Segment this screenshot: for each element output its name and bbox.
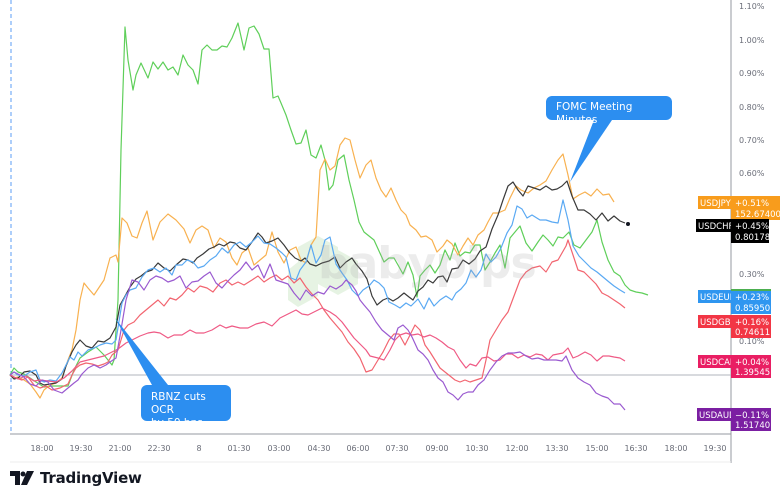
- x-tick: 19:30: [703, 444, 726, 453]
- price-badges: USDJPY +0.51% 152.67400 USDCHF +0.45% 0.…: [696, 196, 780, 431]
- tradingview-logo-icon: [10, 471, 34, 485]
- x-tick: 07:30: [385, 444, 408, 453]
- badge-usdaud-price: 1.51740: [735, 421, 770, 431]
- x-axis-labels: 18:00 19:30 21:00 22:30 8 01:30 03:00 04…: [30, 444, 726, 453]
- series-usdcad-line: [9, 307, 626, 383]
- y-tick: 0.60%: [739, 169, 765, 178]
- badge-usdaud-change: −0.11%: [735, 411, 769, 421]
- x-tick: 8: [196, 444, 201, 453]
- x-tick: 09:00: [425, 444, 448, 453]
- y-axis-labels: 1.10% 1.00% 0.90% 0.80% 0.70% 0.60% 0.30…: [739, 2, 765, 346]
- y-tick: 0.70%: [739, 136, 765, 145]
- tradingview-logo[interactable]: TradingView: [10, 469, 142, 487]
- badge-usdeur-change: +0.23%: [735, 293, 769, 303]
- x-tick: 13:30: [545, 444, 568, 453]
- badge-usdgbp-price: 0.74611: [735, 328, 770, 338]
- tradingview-logo-text: TradingView: [40, 469, 142, 487]
- series-usdchf-line: [9, 180, 626, 386]
- x-tick: 19:30: [69, 444, 92, 453]
- badge-usdgbp-symbol: USDGBP: [700, 318, 736, 328]
- x-tick: 01:30: [227, 444, 250, 453]
- badge-usdjpy-symbol: USDJPY: [700, 199, 732, 209]
- fomc-callout-pointer: [570, 120, 612, 182]
- x-tick: 18:00: [30, 444, 53, 453]
- badge-usdchf-symbol: USDCHF: [698, 222, 733, 232]
- y-tick: 1.00%: [739, 36, 765, 45]
- x-tick: 15:00: [585, 444, 608, 453]
- x-tick: 06:00: [346, 444, 369, 453]
- y-tick: 0.10%: [739, 337, 765, 346]
- badge-usdjpy-price: 152.67400: [735, 210, 780, 220]
- rbnz-annotation-line1: RBNZ cuts OCR: [151, 391, 206, 416]
- rbnz-annotation: RBNZ cuts OCR by 50 bps: [141, 385, 231, 429]
- series-usdnzd-line: [9, 22, 649, 388]
- x-tick: 16:30: [624, 444, 647, 453]
- rbnz-annotation-line2: by 50 bps: [151, 417, 203, 429]
- x-tick: 10:30: [465, 444, 488, 453]
- badge-usdcad-price: 1.39545: [735, 368, 770, 378]
- series-usdgbp-line: [9, 239, 626, 391]
- fomc-annotation: FOMC Meeting Minutes: [546, 96, 672, 126]
- badge-usdjpy-change: +0.51%: [735, 199, 769, 209]
- x-tick: 22:30: [147, 444, 170, 453]
- babypips-watermark: babypips: [318, 238, 537, 289]
- x-tick: 04:30: [307, 444, 330, 453]
- badge-usdcad-change: +0.04%: [735, 358, 769, 368]
- fomc-annotation-text: FOMC Meeting Minutes: [556, 101, 633, 126]
- x-tick: 21:00: [108, 444, 131, 453]
- y-tick: 1.10%: [739, 2, 765, 11]
- badge-usdeur-symbol: USDEUR: [700, 293, 736, 303]
- badge-usdeur-price: 0.85950: [735, 304, 770, 314]
- y-tick: 0.90%: [739, 69, 765, 78]
- badge-usdcad-symbol: USDCAD: [700, 358, 737, 368]
- usdchf-last-point: [626, 222, 630, 226]
- badge-usdgbp-change: +0.16%: [735, 318, 769, 328]
- badge-usdchf-price: 0.80178: [735, 233, 770, 243]
- x-tick: 12:00: [505, 444, 528, 453]
- series-usdaud-line: [9, 261, 626, 411]
- y-tick: 0.30%: [739, 270, 765, 279]
- series-usdeur-line: [9, 199, 626, 383]
- rbnz-callout-pointer: [115, 318, 168, 385]
- y-tick: 0.80%: [739, 103, 765, 112]
- series-usdjpy-line: [9, 137, 615, 399]
- badge-usdchf-change: +0.45%: [735, 222, 769, 232]
- x-tick: 18:00: [664, 444, 687, 453]
- x-tick: 03:00: [267, 444, 290, 453]
- badge-usdaud-symbol: USDAUD: [699, 411, 736, 421]
